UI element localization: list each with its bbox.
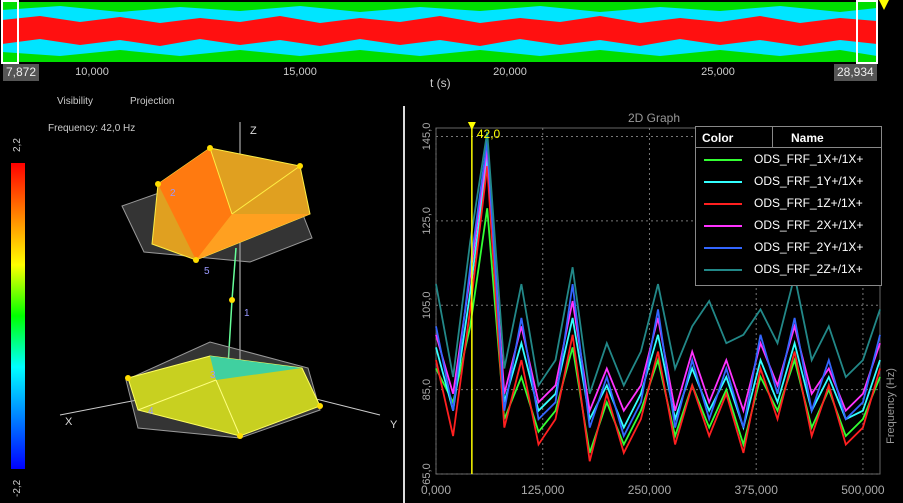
legend-swatch — [704, 269, 742, 271]
lower-plate-edge — [137, 379, 217, 411]
node-marker — [207, 145, 213, 151]
x-tick-label: 250,000 — [628, 483, 672, 497]
overview-tick: 20,000 — [493, 66, 527, 78]
cursor-marker — [467, 122, 476, 130]
node-marker — [297, 163, 303, 169]
y-tick-label: 85,0 — [421, 379, 433, 400]
legend-swatch — [704, 203, 742, 205]
overview-tick: 25,000 — [701, 66, 735, 78]
x-tick-label: 500,000 — [841, 483, 885, 497]
node-marker — [237, 433, 243, 439]
cursor-value-label: 42,0 — [477, 127, 501, 141]
range-end-value[interactable]: 28,934 — [834, 64, 877, 81]
axis-y-label: Y — [390, 419, 398, 431]
colorbar-max-label: 2,2 — [12, 138, 23, 152]
overview-left-handle[interactable] — [1, 0, 19, 64]
upper-plate-face — [158, 148, 232, 260]
axis-z-label: Z — [250, 125, 257, 137]
legend-series-name: ODS_FRF_1Y+/1X+ — [754, 174, 864, 188]
legend-row[interactable]: ODS_FRF_2Y+/1X+ — [696, 237, 881, 259]
overview-strip[interactable]: 7,872 28,934 10,000 15,000 20,000 25,000… — [0, 0, 903, 92]
legend-swatch — [704, 181, 742, 183]
legend-swatch — [704, 247, 742, 249]
upper-plate-edge — [231, 165, 301, 215]
upper-plate-edge — [209, 147, 233, 215]
legend-row[interactable]: ODS_FRF_2Z+/1X+ — [696, 259, 881, 281]
menu-projection[interactable]: Projection — [130, 96, 175, 107]
legend-row[interactable]: ODS_FRF_1X+/1X+ — [696, 149, 881, 171]
legend-series-name: ODS_FRF_2X+/1X+ — [754, 218, 864, 232]
node-marker — [317, 403, 323, 409]
series-line — [435, 132, 881, 395]
x-tick-label: 125,000 — [521, 483, 565, 497]
y-tick-label: 145,0 — [421, 123, 433, 151]
legend-row[interactable]: ODS_FRF_1Y+/1X+ — [696, 171, 881, 193]
overview-cursor-marker[interactable] — [879, 0, 889, 10]
graph-title: 2D Graph — [628, 111, 680, 125]
menu-visibility[interactable]: Visibility — [57, 96, 93, 107]
node-label: 4 — [148, 406, 154, 417]
legend-row[interactable]: ODS_FRF_2X+/1X+ — [696, 215, 881, 237]
3d-scene[interactable]: Z X Y 1 2 3 4 5 — [40, 110, 410, 500]
plot-area[interactable]: 65,0 85,0 105,0 125,0 145,0 0,000 125,000 250,0… — [421, 122, 885, 497]
legend-series-name: ODS_FRF_1X+/1X+ — [754, 152, 864, 166]
frequency-label: Frequency: 42,0 Hz — [48, 123, 136, 134]
x-tick-label: 375,000 — [734, 483, 778, 497]
range-start-value[interactable]: 7,872 — [3, 64, 40, 81]
legend-swatch — [704, 159, 742, 161]
panel-divider[interactable] — [403, 106, 405, 503]
overview-right-handle[interactable] — [856, 0, 878, 64]
legend-series-name: ODS_FRF_2Z+/1X+ — [754, 262, 863, 276]
node-label: 1 — [244, 308, 250, 319]
legend-header-divider — [772, 127, 773, 147]
legend-series-name: ODS_FRF_1Z+/1X+ — [754, 196, 863, 210]
lower-plate-face — [210, 356, 302, 380]
overview-tick: 10,000 — [75, 66, 109, 78]
y-tick-label: 125,0 — [421, 207, 433, 235]
legend-header-color: Color — [702, 131, 734, 145]
node-label: 3 — [210, 370, 216, 381]
y-tick-label: 105,0 — [421, 291, 433, 319]
overview-band-red — [2, 16, 877, 46]
2d-graph[interactable]: 2D Graph 65,0 85,0 105,0 125,0 145,0 0,000 125… — [404, 106, 903, 503]
legend-header-name: Name — [791, 131, 824, 145]
y-tick-label: 65,0 — [421, 463, 433, 484]
x-tick-label: 0,000 — [421, 483, 451, 497]
colorbar-min-label: -2,2 — [12, 479, 23, 497]
node-marker — [193, 257, 199, 263]
series-line — [435, 148, 881, 415]
node-label: 2 — [170, 188, 176, 199]
node-marker — [229, 297, 235, 303]
legend-swatch — [704, 225, 742, 227]
node-marker — [125, 375, 131, 381]
legend-series-name: ODS_FRF_2Y+/1X+ — [754, 240, 864, 254]
overview-waveform[interactable] — [0, 0, 903, 64]
series-line — [435, 165, 881, 462]
legend-row[interactable]: ODS_FRF_1Z+/1X+ — [696, 193, 881, 215]
colorbar — [11, 163, 25, 469]
legend: Color Name ODS_FRF_1X+/1X+ ODS_FRF_1Y+/1X… — [695, 126, 882, 286]
series-line — [435, 140, 881, 439]
overview-tick: 15,000 — [283, 66, 317, 78]
legend-header-rule — [696, 147, 881, 148]
node-marker — [155, 181, 161, 187]
axis-x-label: X — [65, 416, 73, 428]
node-label: 5 — [204, 266, 210, 277]
overview-x-unit: t (s) — [430, 76, 451, 90]
lower-plate-edge — [215, 379, 241, 437]
upper-plate-face — [196, 214, 310, 260]
y-axis-title: Frequency (Hz) — [885, 368, 897, 444]
